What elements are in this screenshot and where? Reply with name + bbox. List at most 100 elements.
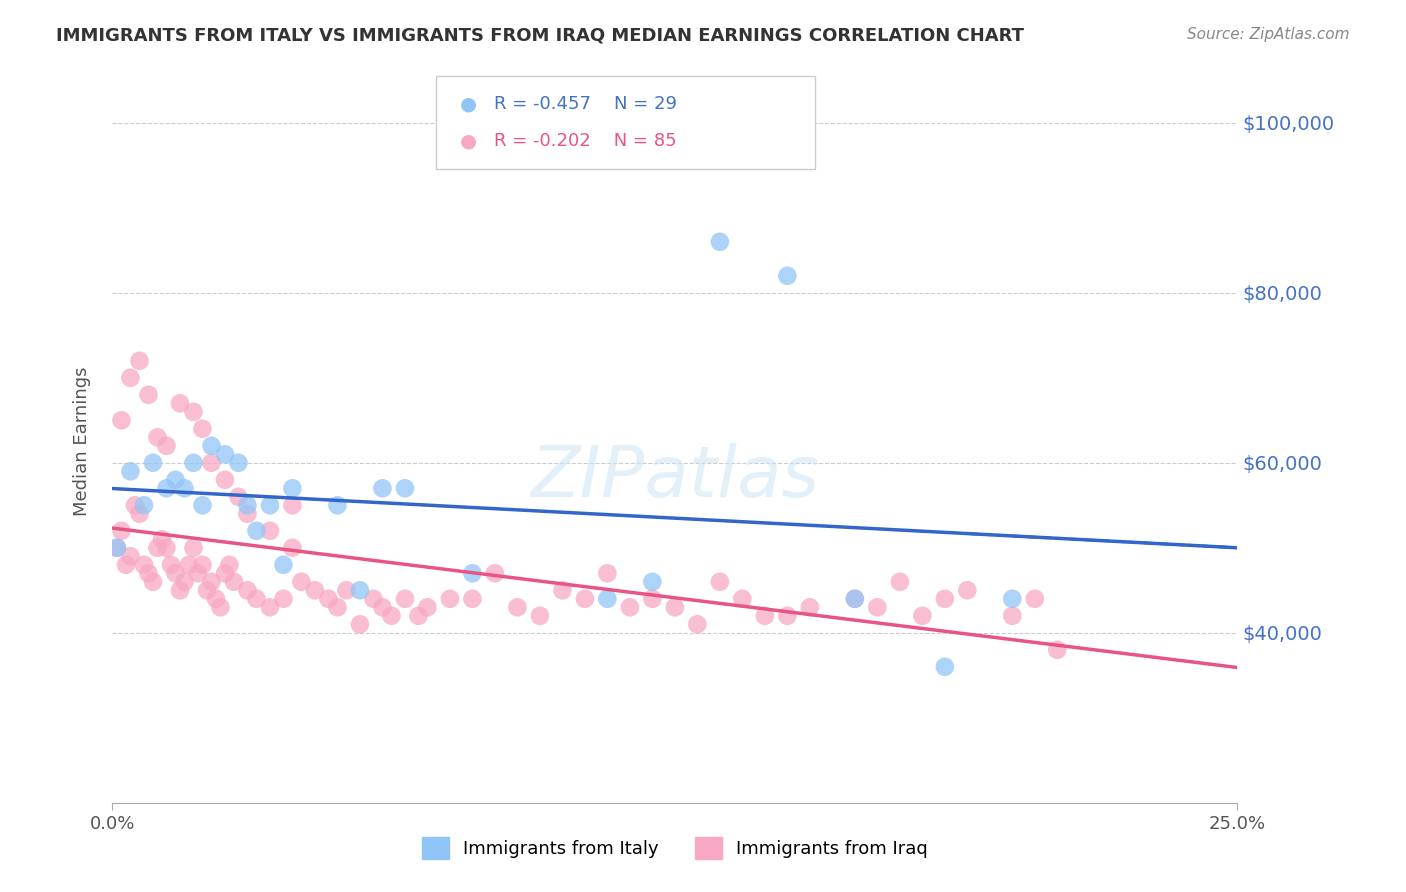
Point <box>281 481 304 495</box>
Point <box>349 583 371 598</box>
Point <box>228 456 250 470</box>
Point <box>195 583 218 598</box>
Point <box>326 498 349 512</box>
Point <box>187 566 209 581</box>
Point <box>120 549 142 564</box>
Point <box>200 456 222 470</box>
Point <box>228 490 250 504</box>
Point <box>214 566 236 581</box>
Point <box>664 600 686 615</box>
Point <box>709 574 731 589</box>
Point <box>110 413 132 427</box>
Point <box>120 464 142 478</box>
Point <box>363 591 385 606</box>
Text: IMMIGRANTS FROM ITALY VS IMMIGRANTS FROM IRAQ MEDIAN EARNINGS CORRELATION CHART: IMMIGRANTS FROM ITALY VS IMMIGRANTS FROM… <box>56 27 1024 45</box>
Point <box>191 498 214 512</box>
Point <box>641 591 664 606</box>
Point <box>380 608 402 623</box>
Point <box>183 541 205 555</box>
Point <box>484 566 506 581</box>
Point <box>1046 642 1069 657</box>
Point <box>209 600 232 615</box>
Point <box>596 591 619 606</box>
Point <box>169 396 191 410</box>
Point <box>155 439 177 453</box>
Point <box>236 583 259 598</box>
Point <box>686 617 709 632</box>
Point <box>844 591 866 606</box>
Point <box>889 574 911 589</box>
Point <box>776 268 799 283</box>
Point <box>173 574 195 589</box>
Point <box>173 481 195 495</box>
Point <box>200 574 222 589</box>
Point <box>866 600 889 615</box>
Point <box>934 591 956 606</box>
Point <box>844 591 866 606</box>
Point <box>371 600 394 615</box>
Point <box>1024 591 1046 606</box>
Text: R = -0.457    N = 29: R = -0.457 N = 29 <box>494 95 676 113</box>
Point <box>245 524 267 538</box>
Point <box>731 591 754 606</box>
Text: Source: ZipAtlas.com: Source: ZipAtlas.com <box>1187 27 1350 42</box>
Point <box>155 541 177 555</box>
Point <box>191 558 214 572</box>
Point <box>408 608 430 623</box>
Point <box>619 600 641 615</box>
Point <box>259 498 281 512</box>
Point <box>128 507 150 521</box>
Point <box>259 600 281 615</box>
Point <box>318 591 340 606</box>
Point <box>1001 608 1024 623</box>
Point <box>709 235 731 249</box>
Point <box>290 574 312 589</box>
Point <box>529 608 551 623</box>
Point <box>222 574 245 589</box>
Point <box>236 507 259 521</box>
Point <box>273 591 295 606</box>
Point <box>754 608 776 623</box>
Point <box>177 558 200 572</box>
Point <box>160 558 183 572</box>
Point <box>214 473 236 487</box>
Point <box>155 481 177 495</box>
Point <box>132 498 155 512</box>
Point <box>218 558 240 572</box>
Point <box>416 600 439 615</box>
Point <box>506 600 529 615</box>
Text: ●: ● <box>460 95 477 113</box>
Point <box>394 591 416 606</box>
Point <box>349 617 371 632</box>
Legend: Immigrants from Italy, Immigrants from Iraq: Immigrants from Italy, Immigrants from I… <box>415 830 935 866</box>
Point <box>165 473 187 487</box>
Point <box>551 583 574 598</box>
Point <box>281 541 304 555</box>
Point <box>461 591 484 606</box>
Point <box>120 371 142 385</box>
Point <box>128 353 150 368</box>
Point <box>183 456 205 470</box>
Point <box>956 583 979 598</box>
Point <box>132 558 155 572</box>
Point <box>799 600 821 615</box>
Point <box>169 583 191 598</box>
Point <box>911 608 934 623</box>
Point <box>142 574 165 589</box>
Point <box>105 541 128 555</box>
Point <box>259 524 281 538</box>
Point <box>776 608 799 623</box>
Point <box>146 541 169 555</box>
Point <box>596 566 619 581</box>
Point <box>138 566 160 581</box>
Point <box>281 498 304 512</box>
Point <box>304 583 326 598</box>
Point <box>138 388 160 402</box>
Point <box>326 600 349 615</box>
Point <box>371 481 394 495</box>
Point <box>105 541 128 555</box>
Point <box>124 498 146 512</box>
Text: ●: ● <box>460 132 477 151</box>
Point <box>574 591 596 606</box>
Point <box>273 558 295 572</box>
